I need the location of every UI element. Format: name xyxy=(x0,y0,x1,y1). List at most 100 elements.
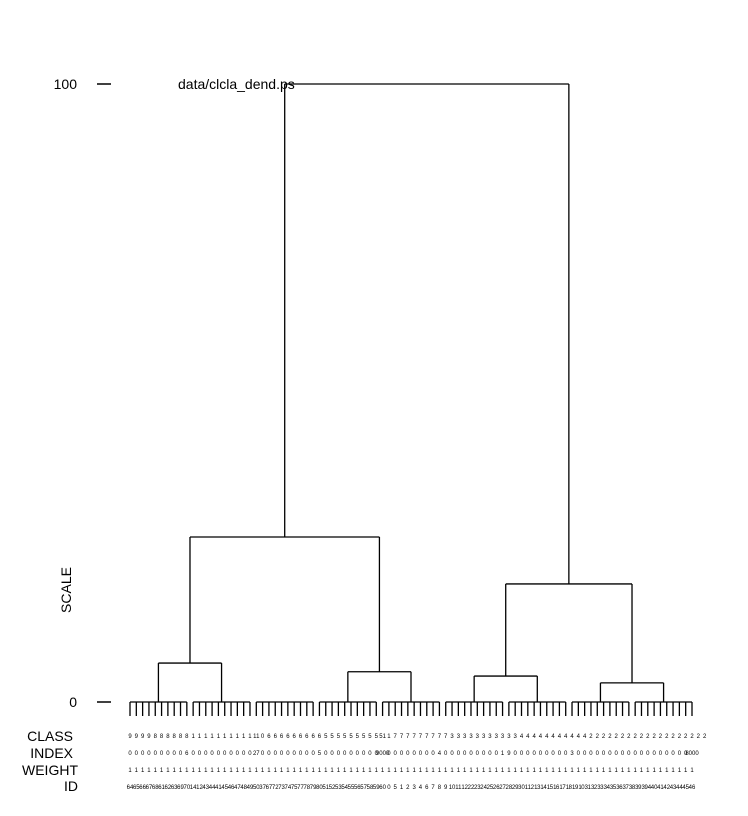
weight-value: 1 xyxy=(570,768,574,774)
class-value: 1 xyxy=(229,734,233,740)
weight-value: 1 xyxy=(678,768,682,774)
index-value: 0 xyxy=(482,751,486,757)
index-value: 0 xyxy=(602,751,606,757)
id-value: 46 xyxy=(228,785,235,791)
weight-value: 1 xyxy=(615,768,619,774)
index-value: 0 xyxy=(589,751,593,757)
id-value: 41 xyxy=(657,785,664,791)
weight-value: 1 xyxy=(412,768,416,774)
weight-value: 1 xyxy=(141,768,145,774)
class-value: 2 xyxy=(697,734,701,740)
index-value: 0 xyxy=(147,751,151,757)
weight-value: 1 xyxy=(387,768,391,774)
weight-value: 1 xyxy=(501,768,505,774)
id-value: 55 xyxy=(348,785,355,791)
class-value: 2 xyxy=(678,734,682,740)
class-value: 6 xyxy=(318,734,322,740)
class-value: 3 xyxy=(501,734,505,740)
class-value: 4 xyxy=(539,734,543,740)
weight-value: 1 xyxy=(526,768,530,774)
id-value: 46 xyxy=(689,785,696,791)
weight-value: 1 xyxy=(160,768,164,774)
weight-value: 1 xyxy=(488,768,492,774)
class-value: 1 xyxy=(387,734,391,740)
class-value: 11 xyxy=(253,734,260,740)
class-value: 4 xyxy=(545,734,549,740)
id-value: 6 xyxy=(425,785,429,791)
index-value: 0 xyxy=(343,751,347,757)
id-value: 5 xyxy=(394,785,398,791)
index-value: 4 xyxy=(438,751,442,757)
weight-value: 1 xyxy=(583,768,587,774)
id-value: 64 xyxy=(127,785,134,791)
index-value: 0 xyxy=(532,751,536,757)
class-value: 1 xyxy=(223,734,227,740)
weight-value: 1 xyxy=(457,768,461,774)
weight-value: 1 xyxy=(198,768,202,774)
weight-value: 1 xyxy=(330,768,334,774)
weight-value: 1 xyxy=(551,768,555,774)
class-value: 3 xyxy=(482,734,486,740)
class-value: 9 xyxy=(141,734,145,740)
class-value: 7 xyxy=(400,734,404,740)
class-value: 2 xyxy=(602,734,606,740)
index-value: 0 xyxy=(286,751,290,757)
class-value: 9 xyxy=(147,734,151,740)
id-value: 3 xyxy=(412,785,416,791)
weight-value: 1 xyxy=(191,768,195,774)
index-value: 0 xyxy=(179,751,183,757)
id-value: 47 xyxy=(234,785,241,791)
id-value: 10 xyxy=(449,785,456,791)
class-value: 5 xyxy=(337,734,341,740)
class-value: 8 xyxy=(173,734,177,740)
index-value: 0 xyxy=(236,751,240,757)
id-value: 58 xyxy=(367,785,374,791)
weight-value: 1 xyxy=(608,768,612,774)
class-value: 1 xyxy=(191,734,195,740)
leaf-label-rows: 9 9 9 9 8 8 8 8 8 8 1 1 1 1 1 1 1 1 1 1 11 0 6 6 6 6 6 6 6 6 6 5 5 5 5 5 5 5 5… xyxy=(127,734,707,791)
index-value: 0 xyxy=(356,751,360,757)
weight-value: 1 xyxy=(545,768,549,774)
id-value: 67 xyxy=(266,785,273,791)
class-value: 6 xyxy=(286,734,290,740)
id-value: 12 xyxy=(196,785,203,791)
weight-value: 1 xyxy=(173,768,177,774)
class-value: 6 xyxy=(293,734,297,740)
index-value: 0 xyxy=(495,751,499,757)
id-value: 45 xyxy=(221,785,228,791)
id-value: 44 xyxy=(676,785,683,791)
id-value: 69 xyxy=(177,785,184,791)
class-value: 0 xyxy=(261,734,265,740)
index-value: 0 xyxy=(191,751,195,757)
index-value: 5 xyxy=(318,751,322,757)
id-value: 73 xyxy=(626,785,633,791)
weight-value: 1 xyxy=(646,768,650,774)
weight-value: 1 xyxy=(229,768,233,774)
id-value: 30 xyxy=(518,785,525,791)
index-value: 0 xyxy=(526,751,530,757)
index-value: 0 xyxy=(608,751,612,757)
class-value: 5 xyxy=(375,734,379,740)
index-value: 0 xyxy=(558,751,562,757)
weight-value: 1 xyxy=(627,768,631,774)
class-value: 9 xyxy=(128,734,132,740)
id-value: 45 xyxy=(682,785,689,791)
weight-value: 1 xyxy=(356,768,360,774)
class-value: 2 xyxy=(596,734,600,740)
plot-title: data/clcla_dend.ps xyxy=(178,76,295,92)
id-value: 67 xyxy=(146,785,153,791)
class-value: 9 xyxy=(135,734,139,740)
weight-value: 1 xyxy=(311,768,315,774)
id-value: 0 xyxy=(387,785,391,791)
id-value: 48 xyxy=(240,785,247,791)
id-value: 8 xyxy=(438,785,442,791)
id-value: 22 xyxy=(468,785,475,791)
id-value: 71 xyxy=(562,785,569,791)
id-value: 11 xyxy=(455,785,462,791)
index-value: 0 xyxy=(425,751,429,757)
index-value: 0 xyxy=(261,751,265,757)
class-value: 4 xyxy=(551,734,555,740)
index-value: 0 xyxy=(646,751,650,757)
weight-value: 1 xyxy=(267,768,271,774)
